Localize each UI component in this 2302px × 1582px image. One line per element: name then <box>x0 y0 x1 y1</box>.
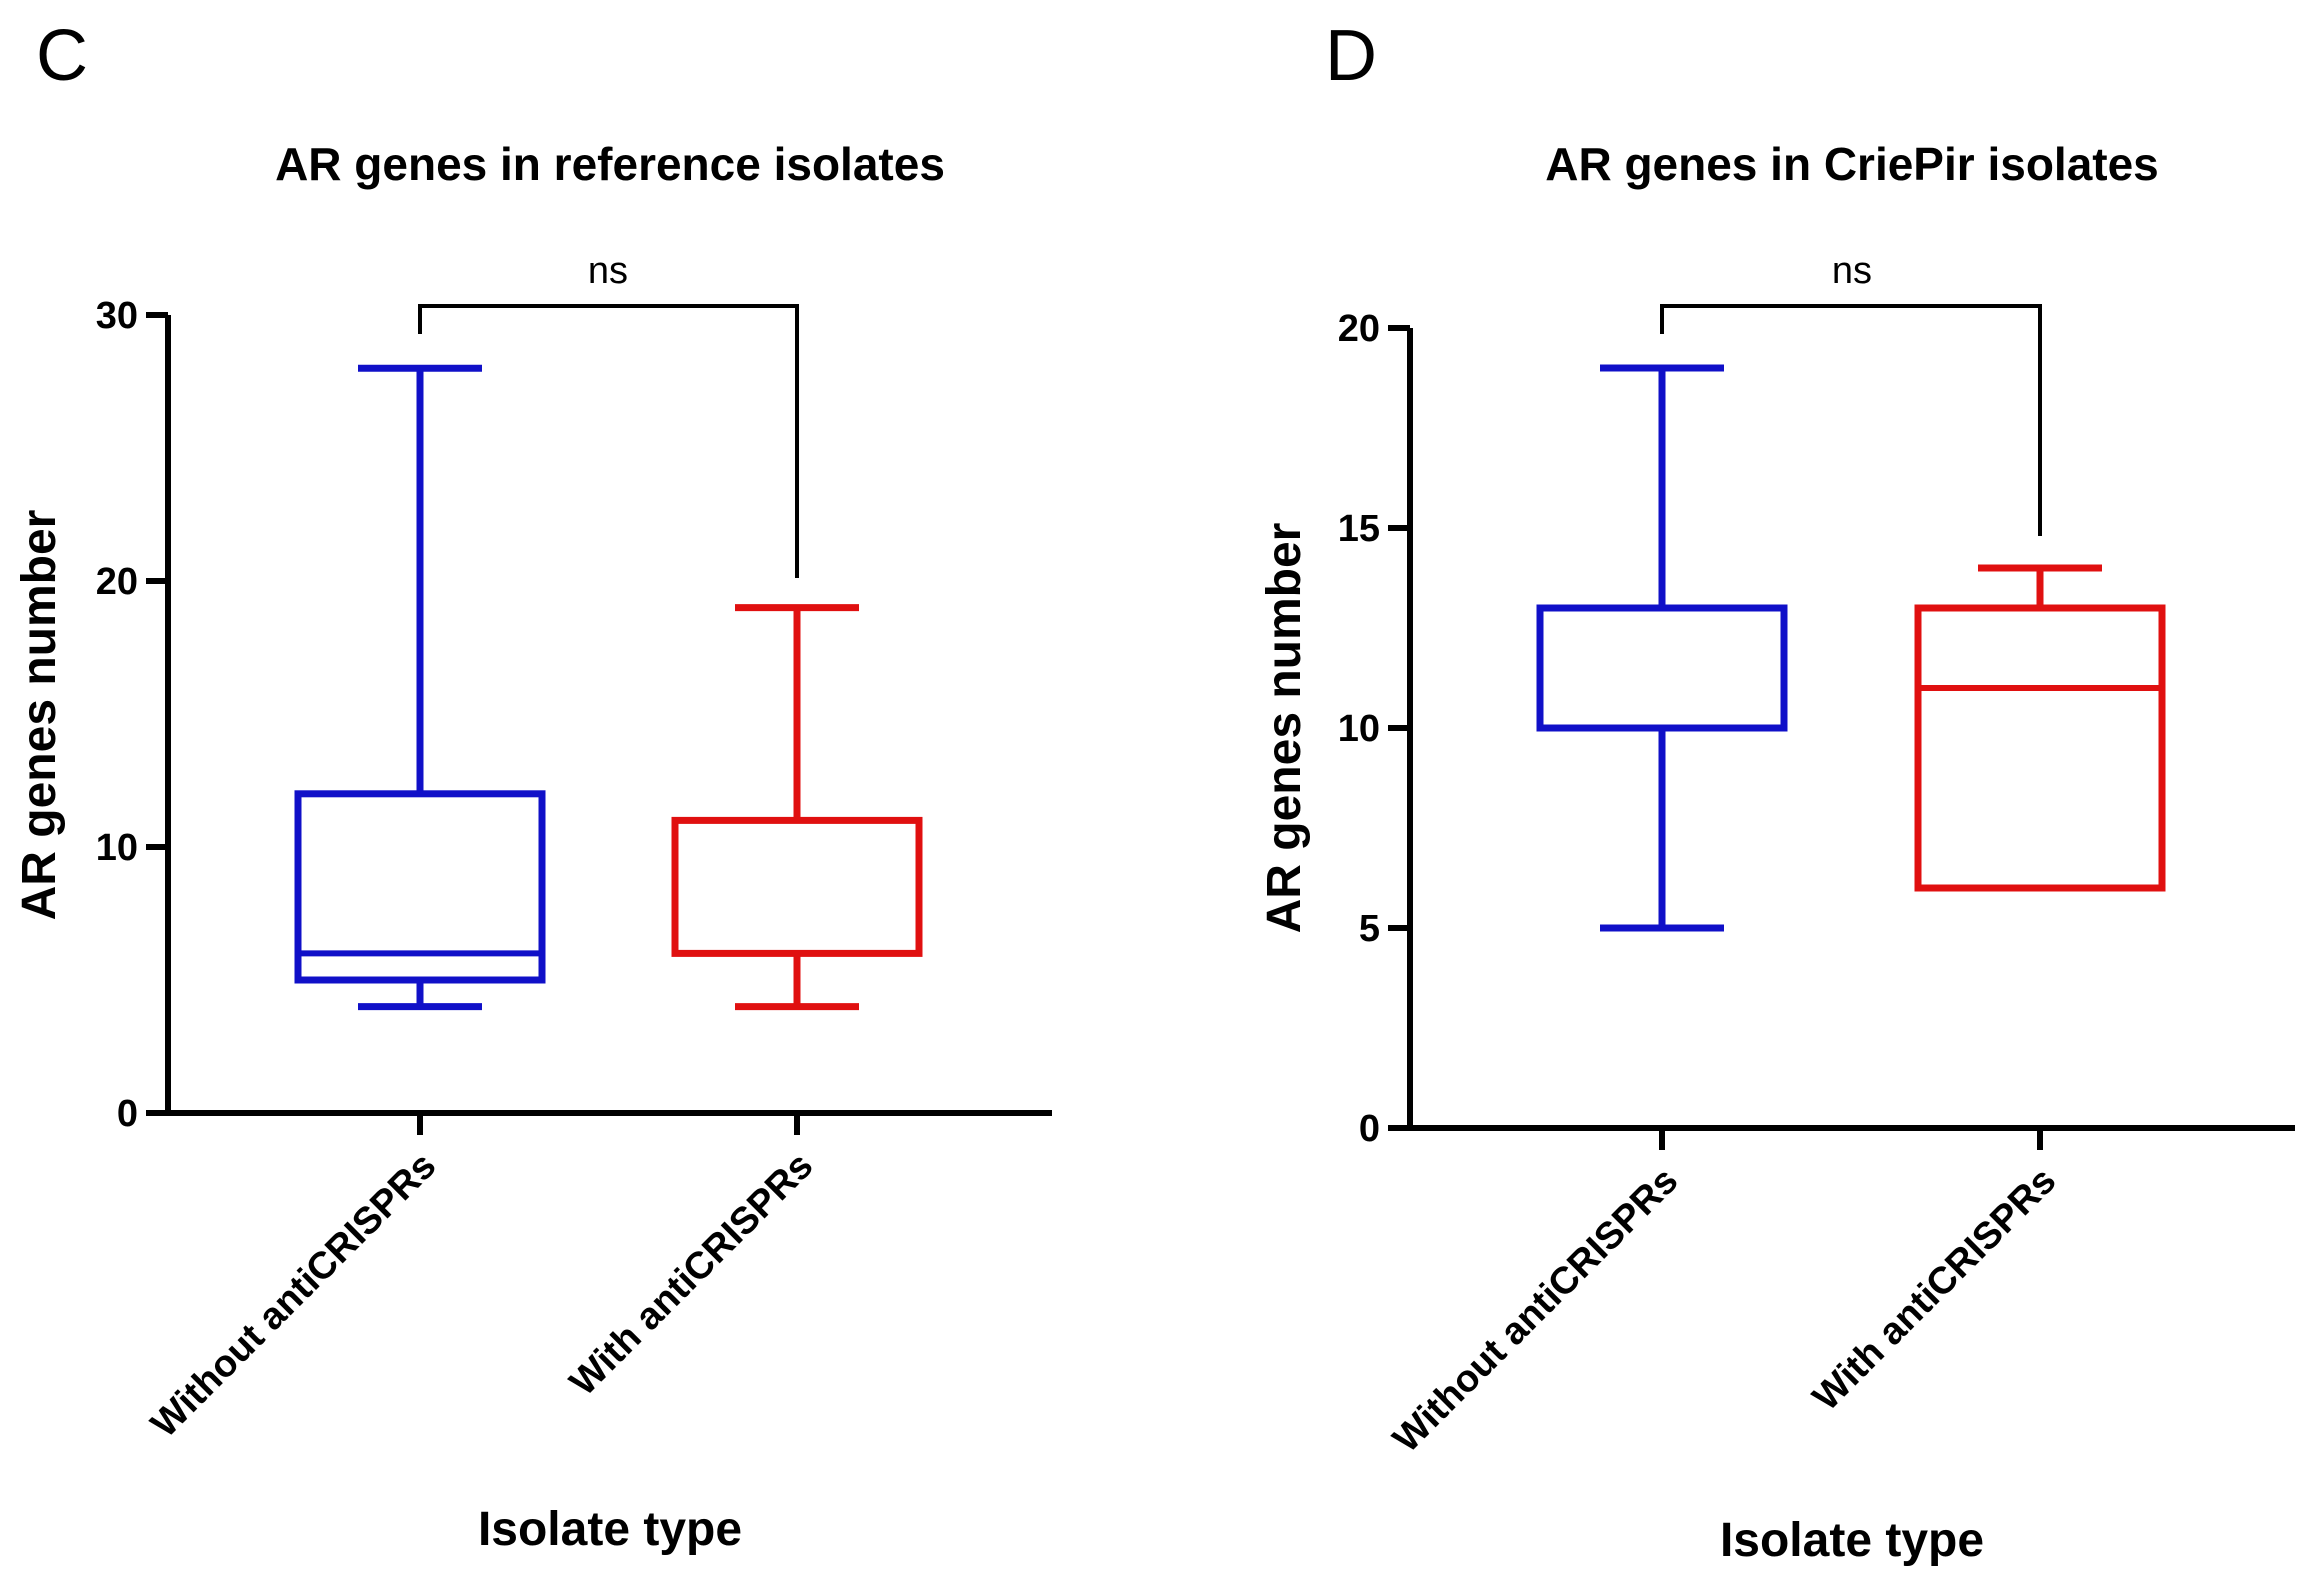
significance-bracket: ns <box>418 250 799 578</box>
box-plot <box>1914 564 2166 892</box>
plot-marks: ns <box>1536 250 2166 932</box>
box-plot <box>294 364 546 1011</box>
significance-label: ns <box>588 250 628 292</box>
plot-marks: ns <box>294 250 923 1011</box>
x-category-label: Without antiCRISPRs <box>143 1145 444 1446</box>
bracket-line <box>1660 304 2042 536</box>
y-tick-label: 20 <box>96 561 138 603</box>
y-tick-label: 5 <box>1359 908 1380 950</box>
bracket-line <box>418 304 799 578</box>
box-plot <box>1536 364 1788 932</box>
panel-letter: D <box>1325 16 1377 96</box>
x-axis-title: Isolate type <box>478 1503 742 1556</box>
y-tick-label: 30 <box>96 295 138 337</box>
significance-bracket: ns <box>1660 250 2042 536</box>
box-iqr <box>671 816 923 957</box>
y-tick-label: 0 <box>1359 1108 1380 1150</box>
panel-d: D AR genes in CriePir isolates AR genes … <box>1258 16 2295 1567</box>
y-tick-label: 15 <box>1338 508 1380 550</box>
box-plot <box>671 604 923 1011</box>
x-category-label: With antiCRISPRs <box>1805 1160 2064 1419</box>
y-tick-label: 20 <box>1338 308 1380 350</box>
x-axis-title: Isolate type <box>1720 1514 1984 1567</box>
panel-c: C AR genes in reference isolates AR gene… <box>13 16 1052 1556</box>
chart-title: AR genes in reference isolates <box>275 138 945 190</box>
box-iqr <box>1536 604 1788 732</box>
x-category-label: With antiCRISPRs <box>562 1145 821 1404</box>
y-axis-title: AR genes number <box>1258 523 1311 934</box>
y-tick-label: 10 <box>96 827 138 869</box>
significance-label: ns <box>1832 250 1872 292</box>
box-iqr <box>294 790 546 984</box>
chart-title: AR genes in CriePir isolates <box>1545 138 2159 190</box>
box-iqr <box>1914 604 2166 892</box>
y-tick-label: 10 <box>1338 708 1380 750</box>
y-axis-title: AR genes number <box>13 510 66 921</box>
y-tick-label: 0 <box>117 1093 138 1135</box>
x-category-label: Without antiCRISPRs <box>1385 1160 1686 1461</box>
panel-letter: C <box>36 16 88 96</box>
